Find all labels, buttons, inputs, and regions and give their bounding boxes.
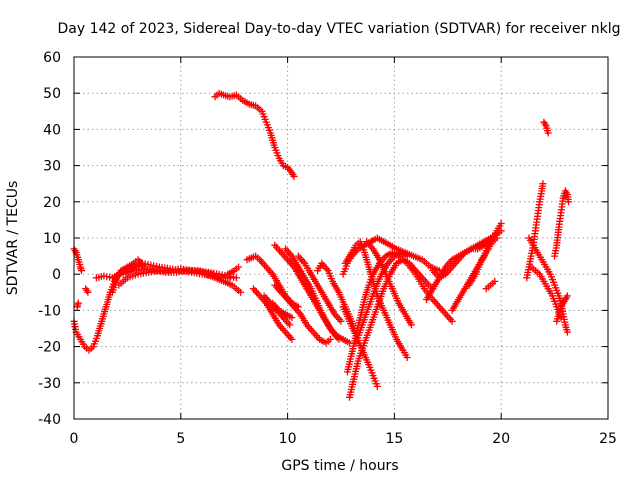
series-arc-27 <box>363 238 415 329</box>
y-tick-label: 30 <box>43 159 61 175</box>
data-point-markers <box>82 285 92 296</box>
y-tick-label: -40 <box>38 412 61 428</box>
y-tick-label: 20 <box>43 195 61 211</box>
data-point-markers <box>211 89 298 180</box>
y-tick-label: -10 <box>38 303 61 319</box>
series-arc-1 <box>70 245 85 275</box>
data-point-markers <box>282 245 353 347</box>
series-arc-10 <box>224 263 242 278</box>
y-tick-label: 40 <box>43 122 61 138</box>
x-tick-label: 25 <box>599 431 617 447</box>
series-arc-25 <box>339 303 381 390</box>
data-point-markers <box>551 187 572 260</box>
data-point-markers <box>294 252 345 325</box>
series-arc-16 <box>269 299 296 322</box>
x-tick-label: 10 <box>279 431 297 447</box>
series-arc-39 <box>540 118 552 137</box>
series-arc-11 <box>211 89 298 180</box>
x-tick-label: 5 <box>176 431 185 447</box>
data-point-markers <box>429 238 494 282</box>
series-arc-6 <box>108 256 148 296</box>
series-arc-26 <box>341 238 411 361</box>
series-arc-13 <box>249 285 296 343</box>
data-point-markers <box>339 303 381 390</box>
y-tick-label: 0 <box>52 267 61 283</box>
y-tick-label: -30 <box>38 376 61 392</box>
y-tick-label: 50 <box>43 86 61 102</box>
series-arc-4 <box>82 285 92 296</box>
series-arc-19 <box>294 252 345 325</box>
series-arc-37 <box>551 187 572 260</box>
data-point-markers <box>482 277 499 293</box>
axis-layer: 0 5 10 15 20 25 -40 -30 -20 -10 0 10 20 30 40 50 60 <box>38 50 617 447</box>
series-arc-18 <box>282 245 353 347</box>
y-tick-label: -20 <box>38 340 61 356</box>
data-point-markers <box>73 299 82 311</box>
series-arc-38 <box>553 292 571 325</box>
data-point-markers <box>224 263 242 278</box>
x-tick-label: 0 <box>70 431 79 447</box>
series-arc-15 <box>271 281 334 347</box>
data-point-markers <box>465 234 501 289</box>
data-point-markers <box>269 299 296 322</box>
y-tick-label: 10 <box>43 231 61 247</box>
series-arc-34 <box>523 180 547 282</box>
data-point-markers <box>194 267 245 296</box>
data-point-markers <box>553 292 571 325</box>
data-point-markers <box>540 118 552 137</box>
marks-layer <box>70 89 572 401</box>
y-tick-label: 60 <box>43 50 61 66</box>
series-arc-33 <box>482 277 499 293</box>
series-arc-3 <box>73 299 82 311</box>
data-point-markers <box>363 238 415 329</box>
data-point-markers <box>249 285 296 343</box>
series-arc-9 <box>194 267 245 296</box>
chart-title: Day 142 of 2023, Sidereal Day-to-day VTE… <box>58 21 621 37</box>
data-point-markers <box>108 256 148 296</box>
x-tick-label: 15 <box>385 431 403 447</box>
data-point-markers <box>271 281 334 347</box>
y-axis-title: SDTVAR / TECUs <box>5 181 21 296</box>
data-point-markers <box>341 238 411 361</box>
data-point-markers <box>70 245 85 275</box>
x-axis-title: GPS time / hours <box>281 458 398 474</box>
series-arc-30 <box>429 238 494 282</box>
data-point-markers <box>523 180 547 282</box>
series-arc-32 <box>465 234 501 289</box>
x-tick-label: 20 <box>492 431 510 447</box>
